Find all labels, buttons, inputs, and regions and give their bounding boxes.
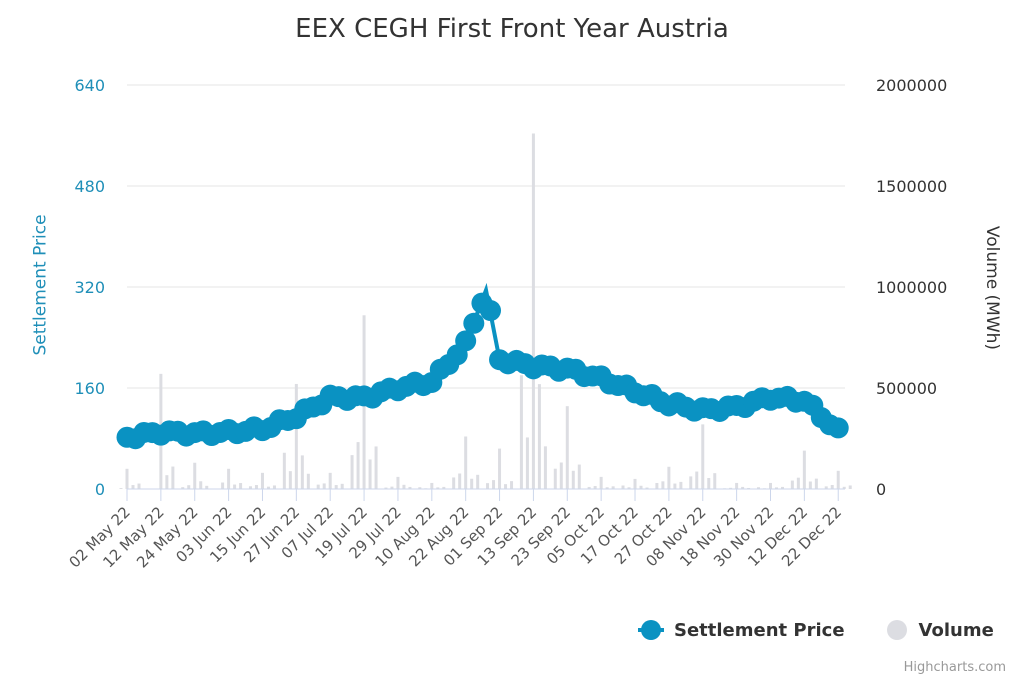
left-axis-tick: 160 xyxy=(74,379,105,398)
left-axis-tick: 0 xyxy=(94,480,105,499)
volume-legend-icon xyxy=(886,620,907,640)
legend: Settlement Price Volume xyxy=(636,618,994,642)
left-axis-tick: 480 xyxy=(74,177,105,196)
grid-lines xyxy=(127,84,845,389)
settlement-price-series[interactable] xyxy=(116,282,849,450)
left-axis-tick: 640 xyxy=(74,76,105,95)
right-axis-tick: 500000 xyxy=(876,379,938,398)
right-axis-tick: 1500000 xyxy=(876,177,948,196)
right-axis-tick: 2000000 xyxy=(876,76,948,95)
settlement-price-legend-icon xyxy=(638,620,664,640)
right-axis-tick: 1000000 xyxy=(876,278,948,297)
legend-item-settlement-price[interactable]: Settlement Price xyxy=(636,618,845,642)
left-axis-tick: 320 xyxy=(74,278,105,297)
chart-title: EEX CEGH First Front Year Austria xyxy=(295,14,729,44)
legend-label: Volume xyxy=(918,619,994,641)
credits-link[interactable]: Highcharts.com xyxy=(903,660,1006,675)
right-axis-tick: 0 xyxy=(876,480,887,499)
legend-label: Settlement Price xyxy=(674,619,845,641)
legend-item-volume[interactable]: Volume xyxy=(885,618,994,642)
